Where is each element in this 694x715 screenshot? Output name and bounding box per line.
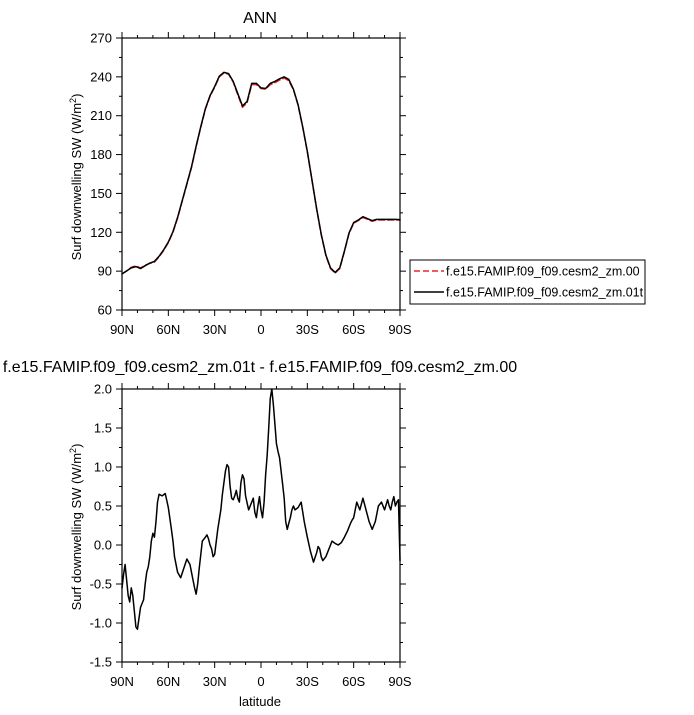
top-panel: ANN Surf downwelling SW (W/m2) 90N 60N 30N… bbox=[68, 10, 646, 338]
top-panel-y-tick-label: 180 bbox=[90, 147, 112, 162]
bottom-panel-y-tick-label: 0.0 bbox=[94, 538, 112, 553]
bottom-panel-y-tick-label: -1.0 bbox=[90, 616, 112, 631]
top-panel-y-tick-label: 270 bbox=[90, 31, 112, 46]
bottom-panel-x-tick-label: 30S bbox=[296, 674, 319, 689]
bottom-panel-ylabel-tail: ) bbox=[69, 444, 84, 448]
bottom-panel-y-tick-label: 1.5 bbox=[94, 421, 112, 436]
bottom-panel-x-tick-label: 60S bbox=[342, 674, 365, 689]
bottom-panel-y-tick-label: -1.5 bbox=[90, 655, 112, 670]
top-panel-x-tick-label: 30S bbox=[296, 322, 319, 337]
top-panel-ylabel-tail: ) bbox=[69, 94, 84, 98]
bottom-panel-series-lines bbox=[121, 388, 401, 630]
top-panel-y-tick-label: 60 bbox=[98, 303, 112, 318]
legend-label-series-1: f.e15.FAMIP.f09_f09.cesm2_zm.00 bbox=[446, 265, 640, 279]
bottom-panel-series-line-1 bbox=[121, 388, 401, 630]
bottom-panel-y-tick-label: 2.0 bbox=[94, 382, 112, 397]
top-panel-y-tick-label: 120 bbox=[90, 225, 112, 240]
bottom-panel-x-tick-label: 60N bbox=[156, 674, 180, 689]
bottom-panel-y-tick-label: -0.5 bbox=[90, 577, 112, 592]
top-panel-title: ANN bbox=[243, 10, 277, 27]
top-panel-x-tick-label: 60N bbox=[156, 322, 180, 337]
bottom-panel: f.e15.FAMIP.f09_f09.cesm2_zm.01t - f.e15… bbox=[3, 359, 517, 709]
legend-label-series-2: f.e15.FAMIP.f09_f09.cesm2_zm.01t bbox=[446, 286, 644, 300]
bottom-panel-xlabel: latitude bbox=[239, 694, 281, 709]
top-panel-y-tick-label: 150 bbox=[90, 186, 112, 201]
top-panel-ticks bbox=[116, 32, 406, 316]
bottom-panel-plot-frame bbox=[121, 388, 401, 663]
legend-box bbox=[409, 259, 646, 305]
bottom-panel-ylabel: Surf downwelling SW (W/m2) bbox=[68, 444, 84, 611]
bottom-panel-tick-labels: 90N 60N 30N 0 30S 60S 90S -1.5 -1.0 -0.5 0.0 0.5 1.0… bbox=[90, 382, 412, 690]
bottom-panel-y-tick-label: 0.5 bbox=[94, 499, 112, 514]
top-panel-x-tick-label: 30N bbox=[203, 322, 227, 337]
top-panel-ylabel-main: Surf downwelling SW (W/m bbox=[69, 103, 84, 260]
bottom-panel-ylabel-sup: 2 bbox=[68, 448, 78, 453]
top-panel-ylabel: Surf downwelling SW (W/m2) bbox=[68, 94, 84, 261]
top-panel-ylabel-sup: 2 bbox=[68, 98, 78, 103]
top-panel-legend: f.e15.FAMIP.f09_f09.cesm2_zm.00 f.e15.FA… bbox=[409, 259, 646, 305]
bottom-panel-ylabel-main: Surf downwelling SW (W/m bbox=[69, 453, 84, 610]
top-panel-tick-labels: 90N 60N 30N 0 30S 60S 90S 60 90 120 150 180 210 240 27… bbox=[90, 31, 412, 338]
top-panel-x-tick-label: 90S bbox=[388, 322, 411, 337]
top-panel-y-tick-label: 210 bbox=[90, 108, 112, 123]
bottom-panel-y-tick-label: 1.0 bbox=[94, 460, 112, 475]
top-panel-plot-frame bbox=[121, 37, 401, 311]
bottom-panel-title: f.e15.FAMIP.f09_f09.cesm2_zm.01t - f.e15… bbox=[3, 359, 517, 376]
bottom-panel-x-tick-label: 0 bbox=[257, 674, 264, 689]
bottom-panel-x-tick-label: 90S bbox=[388, 674, 411, 689]
top-panel-y-tick-label: 90 bbox=[98, 264, 112, 279]
bottom-panel-x-tick-label: 30N bbox=[203, 674, 227, 689]
bottom-panel-ticks bbox=[116, 383, 406, 668]
bottom-panel-x-tick-label: 90N bbox=[110, 674, 134, 689]
top-panel-x-tick-label: 60S bbox=[342, 322, 365, 337]
top-panel-series-lines bbox=[121, 71, 401, 275]
top-panel-series-line-2 bbox=[121, 71, 401, 275]
top-panel-x-tick-label: 0 bbox=[257, 322, 264, 337]
top-panel-x-tick-label: 90N bbox=[110, 322, 134, 337]
top-panel-series-line-1 bbox=[121, 72, 401, 275]
top-panel-y-tick-label: 240 bbox=[90, 69, 112, 84]
